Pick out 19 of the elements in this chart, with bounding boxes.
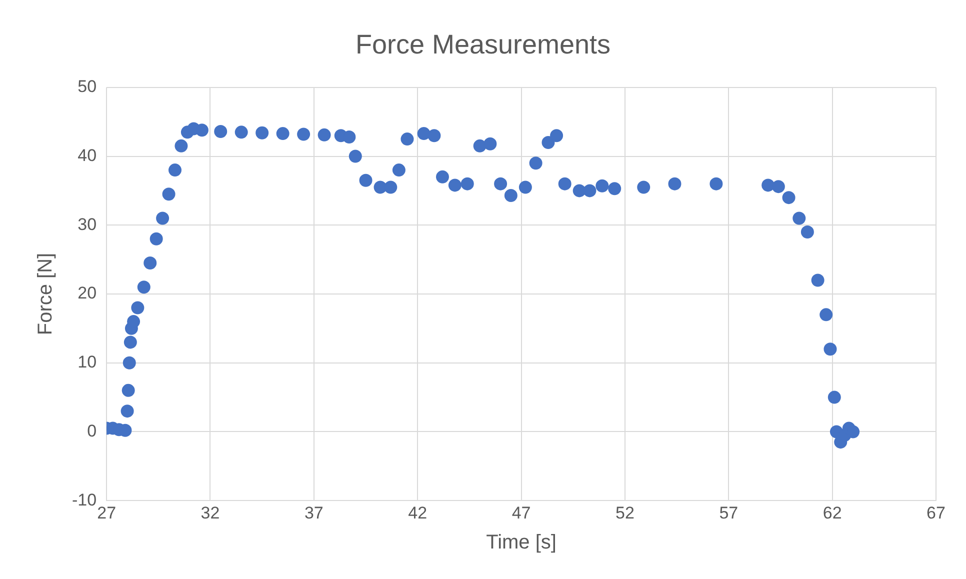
x-tick-label: 32 — [200, 503, 220, 522]
x-tick-label: 62 — [822, 503, 842, 522]
x-tick-label: 47 — [512, 503, 531, 522]
y-tick-label: 40 — [78, 146, 97, 165]
x-tick-label: 27 — [97, 503, 116, 522]
x-tick-label: 37 — [304, 503, 324, 522]
y-axis-title: Force [N] — [34, 252, 57, 336]
x-axis-title: Time [s] — [486, 532, 556, 554]
x-tick-label: 67 — [926, 503, 946, 522]
chart-title: Force Measurements — [355, 30, 611, 60]
x-tick-label: 52 — [616, 503, 634, 522]
y-tick-label: 10 — [78, 352, 97, 372]
y-tick-label: 50 — [78, 77, 97, 96]
y-tick-label: 20 — [78, 284, 97, 303]
x-tick-label: 42 — [408, 503, 428, 522]
y-tick-label: 30 — [78, 214, 97, 234]
x-tick-label: 57 — [719, 503, 738, 522]
y-tick-label: -10 — [72, 490, 97, 510]
y-tick-label: 0 — [87, 421, 97, 440]
